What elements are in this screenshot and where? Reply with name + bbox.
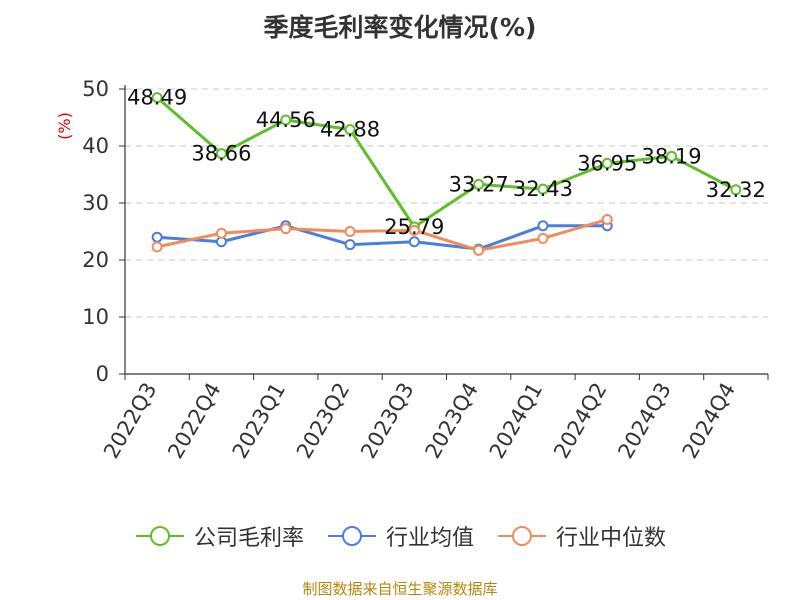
data-point-series-1 [601, 157, 613, 169]
x-tick-label: 2022Q4 [163, 379, 225, 463]
data-point-series-3 [344, 226, 356, 237]
series-line-1 [156, 96, 737, 229]
data-point-series-2 [537, 220, 549, 232]
data-point-series-3 [215, 227, 227, 239]
data-point-series-2 [151, 231, 163, 243]
chart-title: 季度毛利率变化情况(%) [263, 13, 537, 42]
data-point-series-3 [601, 214, 613, 226]
legend-swatch [327, 526, 376, 546]
data-point-series-1 [666, 150, 678, 162]
data-label: 38.66 [191, 142, 251, 166]
data-point-series-3 [408, 224, 420, 236]
data-label: 44.56 [256, 108, 316, 132]
data-label: 25.79 [384, 215, 444, 239]
x-tick-label: 2023Q3 [356, 379, 418, 463]
data-point-series-2 [344, 239, 356, 251]
data-point-series-3 [473, 244, 485, 256]
data-point-series-2 [408, 236, 420, 248]
data-label: 36.95 [577, 151, 637, 175]
x-tick-label: 2024Q2 [549, 379, 611, 463]
grid-layer [125, 88, 768, 318]
data-point-series-1 [730, 184, 742, 196]
x-tick-label: 2023Q2 [292, 379, 354, 463]
y-tick-label: 50 [82, 77, 109, 101]
data-point-series-1 [151, 92, 163, 104]
legend-label: 公司毛利率 [193, 526, 304, 551]
x-tick-label: 2022Q3 [99, 379, 161, 463]
data-label: 38.19 [641, 144, 701, 168]
y-tick-label: 20 [82, 248, 109, 272]
data-point-series-1 [215, 148, 227, 160]
legend-item-1: 公司毛利率 [134, 520, 304, 552]
source-note: 制图数据来自恒生聚源数据库 [302, 580, 498, 598]
data-label: 32.32 [706, 178, 766, 202]
legend-label: 行业均值 [385, 526, 474, 551]
series-layer [151, 92, 742, 256]
data-point-series-1 [344, 124, 356, 136]
legend-item-2: 行业均值 [326, 520, 474, 552]
x-tick-label: 2024Q3 [613, 379, 675, 463]
legend-swatch [498, 526, 546, 546]
data-point-series-1 [473, 178, 485, 190]
y-axis-label: (%) [55, 112, 74, 140]
y-tick-label: 40 [82, 134, 109, 158]
y-tick-label: 0 [96, 362, 109, 386]
data-label: 48.49 [127, 86, 187, 110]
x-tick-label: 2023Q4 [421, 379, 483, 463]
data-label: 33.27 [449, 172, 509, 196]
data-point-series-3 [280, 223, 292, 235]
series-line-2 [157, 224, 608, 251]
data-point-series-3 [537, 232, 549, 244]
y-tick-label: 30 [82, 191, 109, 215]
data-label: 42.88 [320, 118, 380, 142]
x-tick-label: 2024Q1 [485, 379, 547, 463]
legend: 公司毛利率 行业均值 行业中位数 [0, 520, 800, 552]
legend-item-3: 行业中位数 [496, 520, 666, 552]
series-line-3 [156, 218, 608, 252]
x-tick-label: 2023Q1 [228, 379, 290, 463]
data-point-series-3 [151, 241, 163, 253]
y-tick-label: 10 [82, 305, 109, 329]
legend-swatch [135, 526, 184, 546]
legend-label: 行业中位数 [556, 526, 667, 551]
x-tick-label: 2024Q4 [678, 379, 740, 463]
data-point-series-1 [280, 114, 292, 126]
data-point-series-1 [537, 183, 549, 195]
data-label: 32.43 [513, 177, 573, 201]
